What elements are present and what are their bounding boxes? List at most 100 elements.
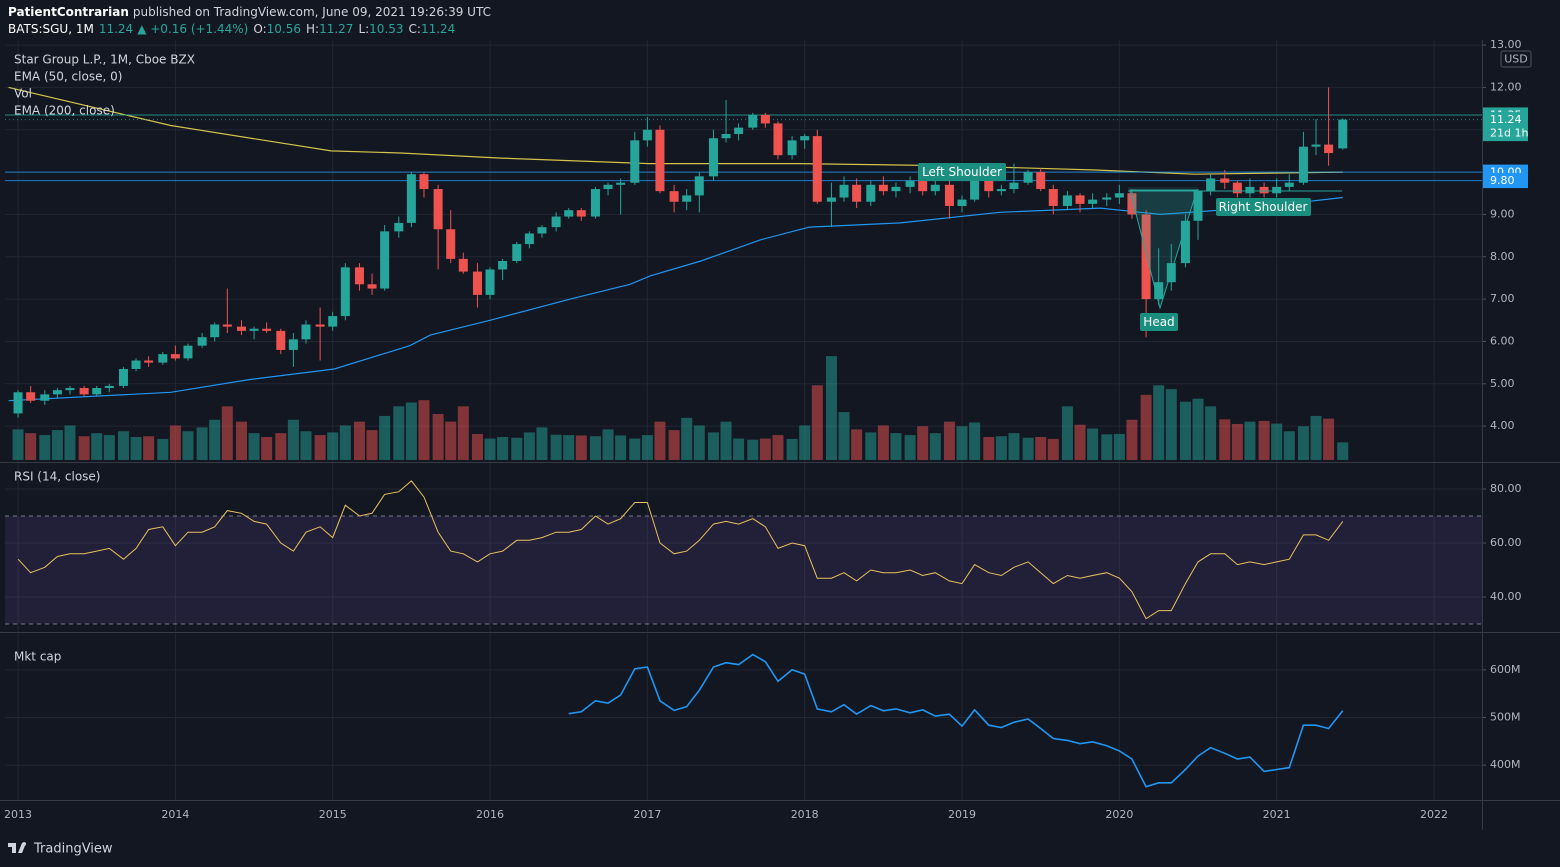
volume-bar [432, 414, 444, 460]
volume-bar [629, 438, 641, 460]
volume-bar [1219, 419, 1231, 460]
x-tick-label: 2020 [1105, 808, 1133, 821]
ohlc-key: L: [358, 22, 369, 36]
volume-bar [130, 437, 142, 460]
volume-bar [1258, 420, 1270, 460]
volume-bar [1101, 434, 1113, 460]
candle-body [760, 114, 770, 124]
volume-bar [221, 406, 233, 460]
candle-body [183, 345, 193, 359]
candle-body [1272, 186, 1282, 194]
candle-body [1259, 186, 1269, 194]
volume-bar [693, 425, 705, 460]
candle-body [630, 140, 640, 183]
volume-bar [825, 356, 837, 460]
volume-bar [969, 422, 981, 460]
volume-bar [196, 427, 208, 460]
publisher: PatientContrarian [8, 5, 129, 19]
candle-body [79, 388, 89, 395]
candle-body [930, 184, 940, 192]
price-label-box [1482, 112, 1528, 142]
volume-bar [445, 421, 457, 460]
volume-bar [1022, 437, 1034, 460]
candle-body [419, 174, 429, 190]
candle-body [918, 180, 928, 192]
price-label-box [1482, 173, 1528, 189]
volume-bar [615, 435, 627, 460]
volume-bar [1192, 398, 1204, 460]
x-tick-label: 2013 [4, 808, 32, 821]
candle-body [13, 392, 23, 414]
candle-body [1036, 172, 1046, 190]
countdown: 21d 1h [1490, 127, 1528, 140]
candle-body [104, 385, 114, 389]
y-tick-label: 5.00 [1490, 377, 1515, 390]
volume-bar [261, 437, 273, 460]
candle-body [498, 261, 508, 270]
candle-body [852, 184, 862, 202]
candle-body [433, 189, 443, 230]
candle-body [1232, 182, 1242, 194]
volume-bar [811, 385, 823, 460]
annotation-box [1140, 313, 1178, 331]
rsi-line [17, 480, 1344, 620]
volume-bar [563, 435, 575, 460]
volume-bar [103, 435, 115, 460]
candle-body [210, 324, 220, 338]
y-tick-label: 9.00 [1490, 207, 1515, 220]
candle-body [576, 210, 586, 217]
volume-bar [799, 425, 811, 460]
quote-line: BATS:SGU, 1M 11.24 ▲ +0.16 (+1.44%) O:10.56… [8, 22, 455, 36]
candle-body [458, 258, 468, 272]
last-price: 11.24 [99, 22, 133, 36]
candle-body [878, 184, 888, 192]
volume-bar [405, 402, 417, 460]
candle-body [1245, 186, 1255, 194]
pattern-zone [1128, 187, 1198, 215]
volume-bar [1087, 428, 1099, 460]
volume-bar [1179, 401, 1191, 460]
candle-body [1114, 193, 1124, 198]
candle-body [603, 184, 613, 190]
price-label: 11.24 [1490, 113, 1522, 126]
volume-bar [759, 438, 771, 460]
candle-body [891, 186, 901, 192]
candle-body [734, 127, 744, 134]
candle-body [512, 244, 522, 262]
rsi-band [5, 516, 1482, 625]
candle-body [340, 267, 350, 317]
candle-body [616, 182, 626, 185]
candle-body [1075, 195, 1085, 204]
volume-bar [209, 419, 221, 460]
volume-bar [772, 435, 784, 460]
volume-bar [1283, 431, 1295, 460]
x-tick-label: 2015 [319, 808, 347, 821]
candle-body [524, 233, 534, 245]
volume-bar [1113, 433, 1125, 460]
candle-body [406, 174, 416, 223]
y-tick-label: 12.00 [1490, 80, 1522, 93]
candle-body [367, 284, 377, 289]
candle-body [1088, 199, 1098, 204]
candle-body [708, 138, 718, 177]
annotation: Right Shoulder [1216, 198, 1311, 216]
volume-bar [983, 437, 995, 460]
ohlc-value: 11.27 [319, 22, 353, 36]
volume-bar [851, 429, 863, 460]
volume-bar [1126, 419, 1138, 460]
head-triangle [1129, 189, 1198, 310]
candle-body [1180, 220, 1190, 264]
y-tick-label: 500M [1490, 711, 1521, 724]
volume-bar [300, 431, 312, 460]
candle-body [394, 222, 404, 232]
candle-body [158, 354, 168, 363]
candle-body [866, 184, 876, 202]
volume-bar [1271, 423, 1283, 460]
candle-body [694, 176, 704, 196]
volume-bar [1153, 385, 1165, 460]
volume-bar [497, 437, 509, 460]
volume-bar [995, 436, 1007, 460]
candle-body [26, 392, 36, 401]
annotation: Left Shoulder [918, 163, 1006, 181]
volume-bar [720, 421, 732, 460]
